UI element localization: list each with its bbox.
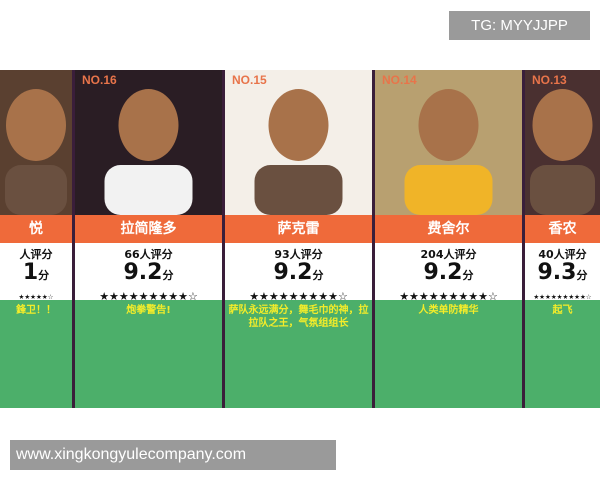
player-photo: NO.16 — [75, 70, 222, 215]
player-jersey — [404, 165, 493, 215]
player-head — [6, 89, 66, 161]
score-panel: 66人评分 9.2分 ★★★★★★★★★☆ — [75, 243, 222, 303]
star-rating: ★★★★★★★★★☆ — [399, 290, 498, 303]
player-comment: 起飞 — [525, 300, 600, 408]
score-panel: 93人评分 9.2分 ★★★★★★★★★☆ — [225, 243, 372, 303]
player-comment: 鋒卫！！ — [0, 300, 72, 408]
star-rating: ★★★★★★★★★☆ — [533, 293, 592, 301]
player-jersey — [5, 165, 67, 215]
player-head — [118, 89, 179, 161]
player-comment: 萨队永远满分，舞毛巾的神，拉拉队之王，气氛组组长 — [225, 300, 372, 408]
player-card: NO.15 萨克雷 93人评分 9.2分 ★★★★★★★★★☆ 萨队永远满分，舞… — [225, 70, 372, 408]
ranking-strip: 悦 人评分 1分 ★★★★★☆ 鋒卫！！ NO.16 拉简隆多 66人评分 9.… — [0, 70, 600, 408]
player-jersey — [254, 165, 343, 215]
rating-count: 93人评分 — [274, 248, 323, 261]
rank-label: NO.16 — [82, 73, 117, 87]
player-name: 香农 — [525, 215, 600, 243]
player-name: 悦 — [0, 215, 72, 243]
player-name: 萨克雷 — [225, 215, 372, 243]
player-name: 费舍尔 — [375, 215, 522, 243]
player-jersey — [104, 165, 193, 215]
score-value: 9.3分 — [537, 260, 588, 285]
score-panel: 204人评分 9.2分 ★★★★★★★★★☆ — [375, 243, 522, 303]
player-photo — [0, 70, 72, 215]
score-value: 9.2分 — [423, 260, 474, 285]
player-photo: NO.13 — [525, 70, 600, 215]
player-photo: NO.14 — [375, 70, 522, 215]
player-photo: NO.15 — [225, 70, 372, 215]
score-value: 9.2分 — [273, 260, 324, 285]
star-rating: ★★★★★☆ — [18, 293, 54, 301]
rank-label: NO.13 — [532, 73, 567, 87]
watermark-top: TG: MYYJJPP — [449, 11, 590, 40]
player-head — [418, 89, 479, 161]
score-panel: 40人评分 9.3分 ★★★★★★★★★☆ — [525, 243, 600, 301]
player-card: NO.14 费舍尔 204人评分 9.2分 ★★★★★★★★★☆ 人类单防精华 — [375, 70, 522, 408]
rating-count: 40人评分 — [538, 248, 587, 261]
player-head — [532, 89, 593, 161]
player-comment: 炮拳警告! — [75, 300, 222, 408]
rating-count: 66人评分 — [124, 248, 173, 261]
player-card: NO.16 拉简隆多 66人评分 9.2分 ★★★★★★★★★☆ 炮拳警告! — [75, 70, 222, 408]
player-jersey — [530, 165, 595, 215]
player-card: NO.13 香农 40人评分 9.3分 ★★★★★★★★★☆ 起飞 — [525, 70, 600, 408]
score-panel: 人评分 1分 ★★★★★☆ — [0, 243, 72, 301]
player-card: 悦 人评分 1分 ★★★★★☆ 鋒卫！！ — [0, 70, 72, 408]
score-value: 9.2分 — [123, 260, 174, 285]
score-value: 1分 — [22, 260, 50, 285]
rank-label: NO.14 — [382, 73, 417, 87]
player-comment: 人类单防精华 — [375, 300, 522, 408]
rating-count: 人评分 — [19, 248, 53, 261]
watermark-bottom: www.xingkongyulecompany.com — [10, 440, 336, 470]
star-rating: ★★★★★★★★★☆ — [249, 290, 348, 303]
rating-count: 204人评分 — [420, 248, 477, 261]
player-head — [268, 89, 329, 161]
player-name: 拉简隆多 — [75, 215, 222, 243]
rank-label: NO.15 — [232, 73, 267, 87]
star-rating: ★★★★★★★★★☆ — [99, 290, 198, 303]
